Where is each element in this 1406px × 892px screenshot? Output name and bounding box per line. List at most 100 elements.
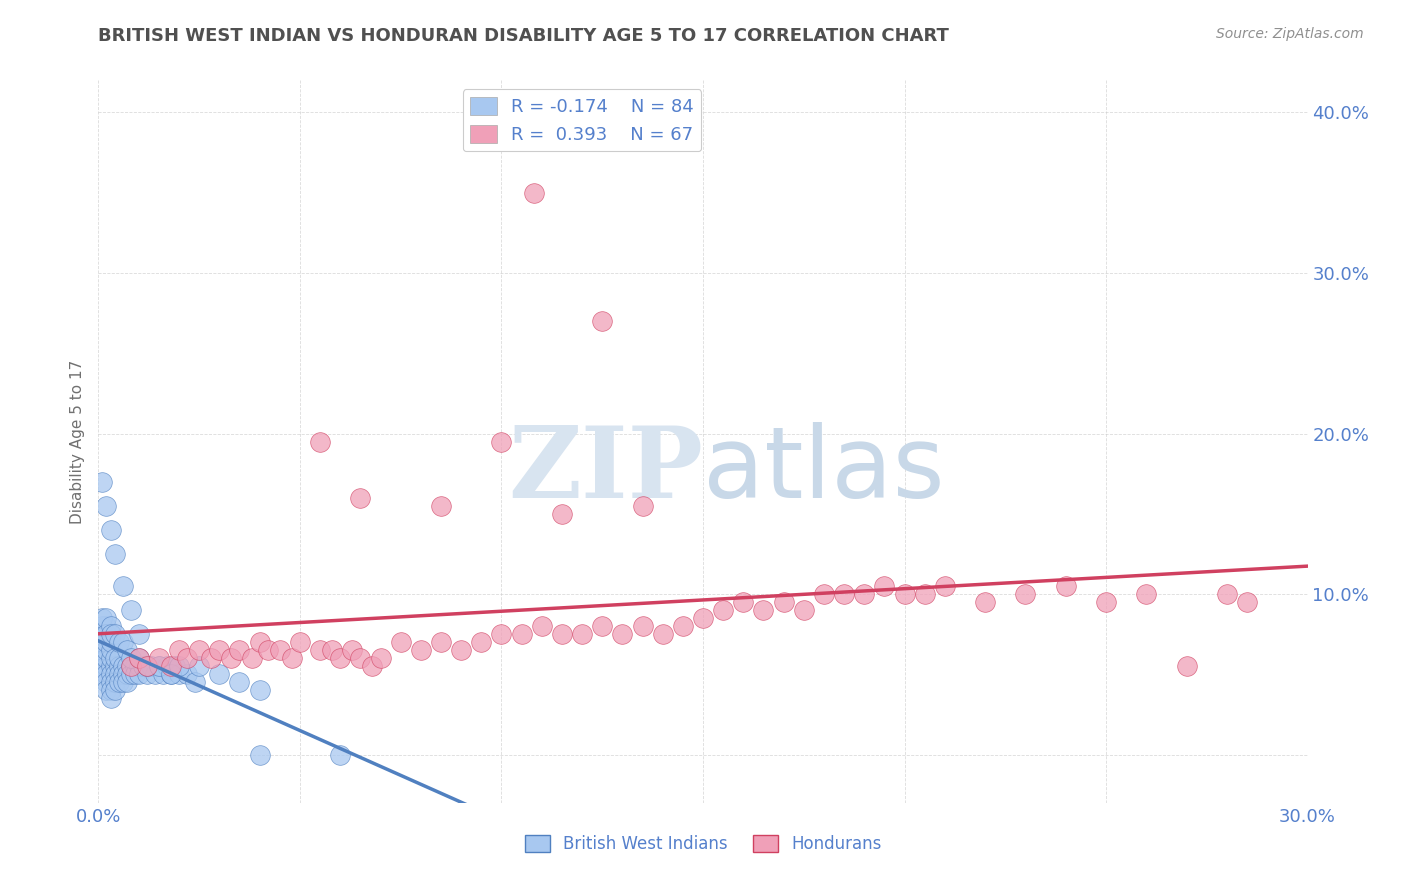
Point [103, 667, 125, 681]
Point [100, 675, 122, 690]
Point [591, 619, 613, 633]
Point [96, 627, 118, 641]
Text: atlas: atlas [703, 422, 945, 519]
Point [349, 491, 371, 505]
Text: BRITISH WEST INDIAN VS HONDURAN DISABILITY AGE 5 TO 17 CORRELATION CHART: BRITISH WEST INDIAN VS HONDURAN DISABILI… [98, 27, 949, 45]
Point [249, 683, 271, 698]
Point [96, 611, 118, 625]
Point [148, 659, 170, 673]
Point [321, 643, 343, 657]
Point [176, 667, 198, 681]
Point [152, 667, 174, 681]
Point [96, 619, 118, 633]
Point [120, 667, 142, 681]
Point [139, 659, 162, 673]
Point [631, 619, 654, 633]
Point [100, 635, 122, 649]
Point [120, 659, 142, 673]
Point [893, 587, 915, 601]
Point [752, 603, 775, 617]
Point [111, 579, 134, 593]
Point [91, 659, 114, 673]
Point [571, 627, 593, 641]
Point [530, 619, 553, 633]
Point [100, 691, 122, 706]
Point [128, 651, 150, 665]
Point [370, 651, 392, 665]
Point [135, 659, 157, 673]
Point [200, 651, 222, 665]
Point [813, 587, 835, 601]
Point [491, 627, 513, 641]
Point [1014, 587, 1036, 601]
Point [651, 627, 673, 641]
Point [115, 675, 138, 690]
Point [631, 499, 654, 513]
Point [430, 635, 453, 649]
Point [309, 643, 332, 657]
Point [389, 635, 412, 649]
Y-axis label: Disability Age 5 to 17: Disability Age 5 to 17 [69, 359, 84, 524]
Point [100, 659, 122, 673]
Point [249, 635, 271, 649]
Point [450, 643, 472, 657]
Point [91, 475, 114, 489]
Point [711, 603, 734, 617]
Text: Source: ZipAtlas.com: Source: ZipAtlas.com [1216, 27, 1364, 41]
Point [281, 651, 304, 665]
Point [733, 595, 755, 609]
Point [111, 659, 134, 673]
Point [96, 683, 118, 698]
Point [430, 499, 453, 513]
Point [974, 595, 997, 609]
Point [103, 651, 125, 665]
Point [409, 643, 432, 657]
Point [107, 659, 129, 673]
Point [91, 611, 114, 625]
Point [672, 619, 695, 633]
Point [115, 643, 138, 657]
Point [1236, 595, 1258, 609]
Point [591, 314, 613, 328]
Point [115, 667, 138, 681]
Point [143, 667, 166, 681]
Point [96, 659, 118, 673]
Point [107, 675, 129, 690]
Point [914, 587, 936, 601]
Point [91, 635, 114, 649]
Point [124, 667, 146, 681]
Point [510, 627, 533, 641]
Point [934, 579, 956, 593]
Point [96, 627, 118, 641]
Point [240, 651, 263, 665]
Point [523, 186, 546, 200]
Point [832, 587, 855, 601]
Point [160, 659, 183, 673]
Point [96, 643, 118, 657]
Text: ZIP: ZIP [508, 422, 703, 519]
Point [221, 651, 243, 665]
Point [692, 611, 714, 625]
Point [1135, 587, 1157, 601]
Point [491, 434, 513, 449]
Point [148, 651, 170, 665]
Point [120, 603, 142, 617]
Point [148, 659, 170, 673]
Point [96, 635, 118, 649]
Point [115, 659, 138, 673]
Point [156, 659, 179, 673]
Point [160, 667, 183, 681]
Point [103, 627, 125, 641]
Point [551, 507, 574, 521]
Point [111, 635, 134, 649]
Point [167, 643, 190, 657]
Point [100, 651, 122, 665]
Point [1054, 579, 1077, 593]
Point [91, 651, 114, 665]
Point [124, 659, 146, 673]
Point [612, 627, 634, 641]
Point [184, 675, 207, 690]
Point [167, 667, 190, 681]
Point [329, 651, 352, 665]
Legend: British West Indians, Hondurans: British West Indians, Hondurans [517, 828, 889, 860]
